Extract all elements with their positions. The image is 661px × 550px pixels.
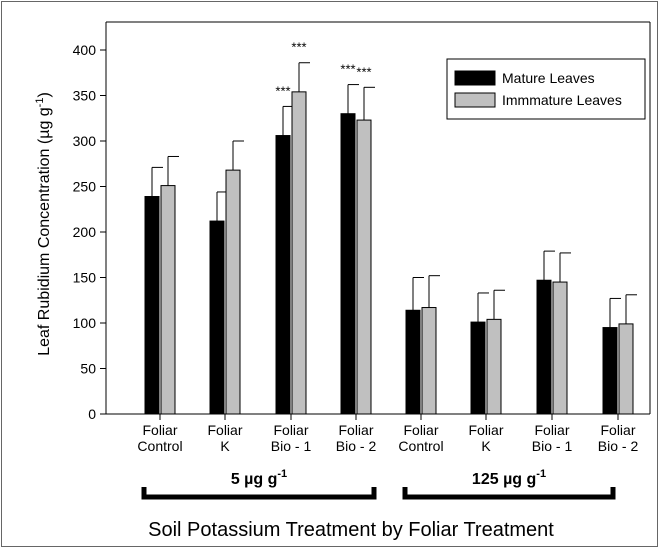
bar-immature: [291, 91, 307, 415]
bar-mature: [602, 327, 618, 415]
category-label: K: [481, 438, 491, 454]
y-tick-label: 100: [73, 315, 97, 331]
legend-label: Immmature Leaves: [502, 92, 622, 108]
legend-box: [446, 58, 646, 120]
significance-label: ***: [291, 40, 306, 55]
category-label: Control: [137, 438, 182, 454]
significance-label: ***: [340, 62, 355, 77]
bar-mature: [405, 309, 421, 415]
category-label: Foliar: [338, 422, 373, 438]
category-label: Foliar: [142, 422, 177, 438]
x-axis-label: Soil Potassium Treatment by Foliar Treat…: [148, 519, 554, 541]
bar-immature: [486, 318, 502, 415]
bars: [144, 62, 637, 415]
bar-mature: [340, 113, 356, 415]
significance-label: ***: [356, 64, 371, 79]
bar-immature: [421, 307, 437, 415]
y-tick-label: 300: [73, 133, 97, 149]
y-tick-label: 0: [88, 406, 96, 422]
category-label: K: [220, 438, 230, 454]
legend-swatch: [454, 70, 496, 86]
category-label: Bio - 1: [271, 438, 312, 454]
bar-mature: [275, 135, 291, 415]
category-label: Bio - 2: [598, 438, 639, 454]
category-label: Foliar: [468, 422, 503, 438]
category-label: Bio - 2: [336, 438, 377, 454]
category-label: Foliar: [600, 422, 635, 438]
bar-immature: [356, 119, 372, 415]
bar-immature: [552, 281, 568, 415]
bar-mature: [470, 321, 486, 415]
category-label: Control: [398, 438, 443, 454]
category-label: Foliar: [273, 422, 308, 438]
category-label: Foliar: [207, 422, 242, 438]
category-label: Foliar: [534, 422, 569, 438]
category-label: Bio - 1: [532, 438, 573, 454]
bar-immature: [225, 169, 241, 415]
y-tick-label: 350: [73, 88, 97, 104]
y-tick-label: 250: [73, 179, 97, 195]
y-axis-label: Leaf Rubidium Concentration (µg g-1): [34, 92, 53, 356]
y-tick-label: 150: [73, 270, 97, 286]
y-tick-label: 50: [80, 361, 96, 377]
legend: Mature Leaves Immmature Leaves: [446, 58, 646, 120]
bar-immature: [160, 185, 176, 415]
bar-mature: [536, 279, 552, 415]
legend-swatch: [454, 92, 496, 108]
bar-mature: [144, 196, 160, 415]
category-label: Foliar: [403, 422, 438, 438]
group-label: 5 µg g-1: [231, 468, 287, 488]
legend-label: Mature Leaves: [502, 70, 595, 86]
y-tick-label: 400: [73, 42, 97, 58]
significance-label: ***: [275, 83, 290, 98]
group-brackets: 5 µg g-1 125 µg g-1: [141, 468, 616, 500]
y-tick-label: 200: [73, 224, 97, 240]
bar-mature: [209, 220, 225, 415]
group-label: 125 µg g-1: [472, 468, 546, 488]
bar-immature: [618, 323, 634, 415]
